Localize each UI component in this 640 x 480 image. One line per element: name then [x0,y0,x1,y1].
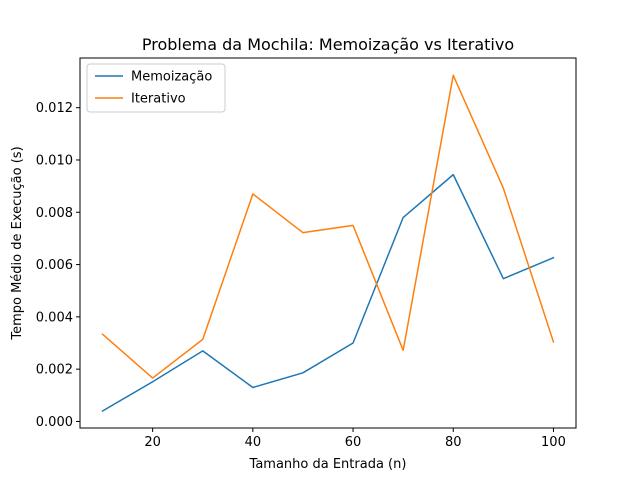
y-tick-label: 0.004 [36,310,73,325]
x-axis-ticks: 20 40 60 80 100 [144,428,566,450]
series-line-iterativo [101,74,555,379]
legend-label-memoizacao: Memoização [131,70,212,85]
y-axis-ticks: 0.000 0.002 0.004 0.006 0.008 0.010 0.012 [36,101,80,430]
y-tick-label: 0.006 [36,258,73,273]
y-tick-label: 0.002 [36,363,73,378]
x-tick-label: 40 [245,435,262,450]
legend: Memoização Iterativo [86,63,226,113]
x-tick-label: 100 [541,435,566,450]
x-tick-label: 20 [144,435,161,450]
chart-title: Problema da Mochila: Memoização vs Itera… [142,35,514,54]
y-tick-label: 0.012 [36,101,73,116]
y-axis-label: Tempo Médio de Execução (s) [10,146,25,340]
x-axis-label: Tamanho da Entrada (n) [249,457,407,472]
y-tick-label: 0.008 [36,206,73,221]
axes-frame [79,57,577,429]
plot-area [79,57,577,429]
series-line-memoizacao [101,173,555,413]
series-layer [101,74,555,413]
x-tick-label: 60 [345,435,362,450]
x-tick-label: 80 [445,435,462,450]
y-tick-label: 0.000 [36,415,73,430]
y-tick-label: 0.010 [36,153,73,168]
legend-label-iterativo: Iterativo [131,92,186,107]
